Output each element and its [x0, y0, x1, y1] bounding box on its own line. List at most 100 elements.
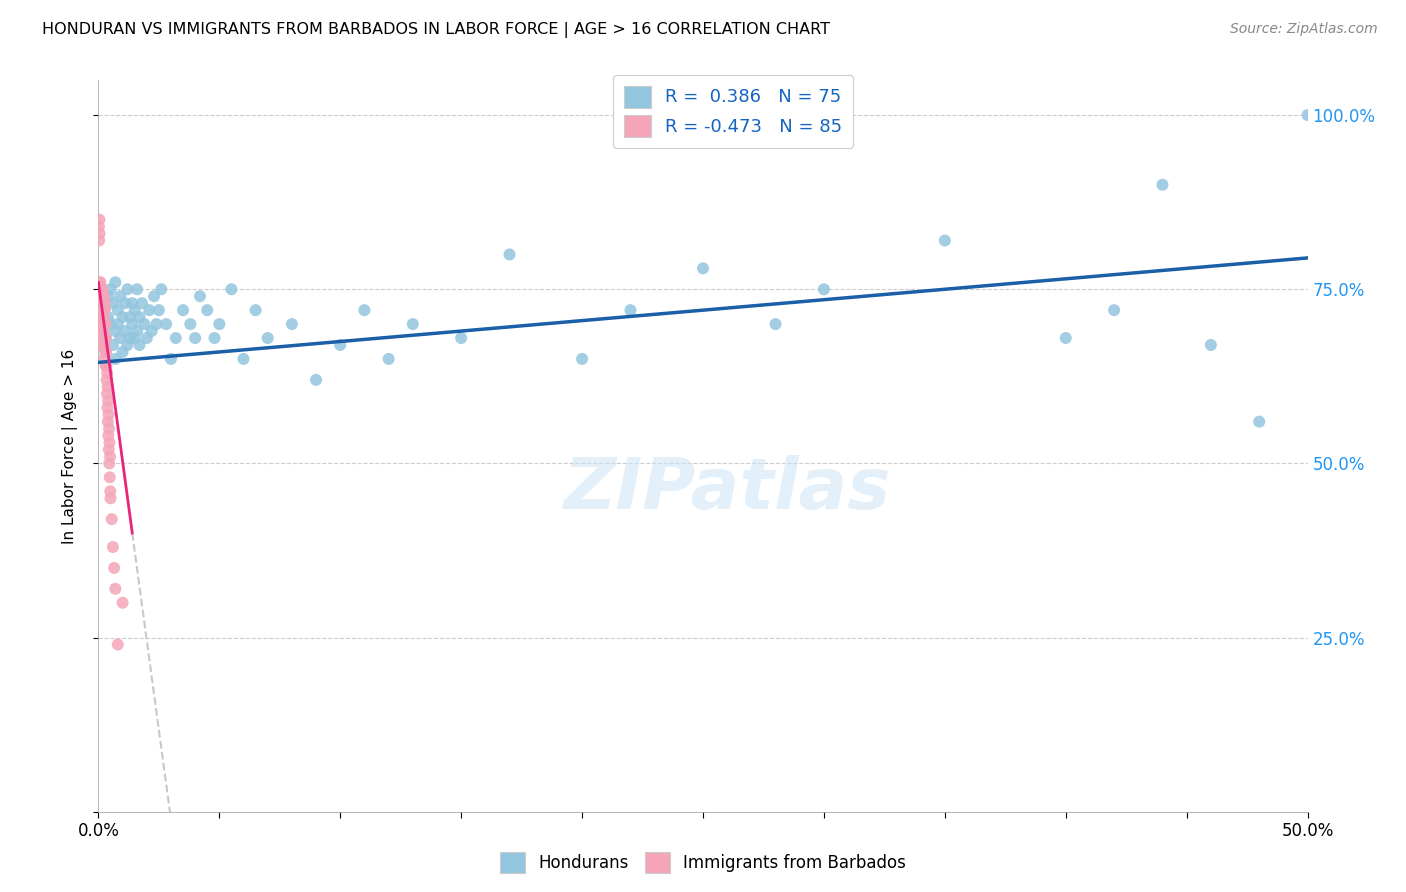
Point	[93, 303, 115, 318]
Point	[103, 561, 125, 575]
Point	[97, 408, 120, 422]
Point	[90, 324, 112, 338]
Point	[89, 296, 111, 310]
Point	[184, 331, 207, 345]
Point	[107, 317, 129, 331]
Point	[89, 282, 111, 296]
Point	[813, 282, 835, 296]
Point	[134, 317, 156, 331]
Point	[143, 289, 166, 303]
Point	[104, 582, 127, 596]
Point	[91, 303, 114, 318]
Point	[100, 282, 122, 296]
Point	[93, 317, 115, 331]
Point	[93, 303, 115, 318]
Point	[90, 289, 112, 303]
Point	[131, 296, 153, 310]
Point	[93, 324, 115, 338]
Point	[107, 303, 129, 318]
Point	[89, 289, 111, 303]
Point	[89, 303, 111, 318]
Point	[118, 310, 141, 325]
Point	[765, 317, 787, 331]
Point	[104, 351, 127, 366]
Point	[619, 303, 641, 318]
Point	[281, 317, 304, 331]
Point	[97, 380, 120, 394]
Point	[1296, 108, 1319, 122]
Point	[305, 373, 328, 387]
Point	[89, 289, 111, 303]
Point	[89, 317, 111, 331]
Point	[245, 303, 267, 318]
Point	[96, 359, 118, 373]
Point	[94, 345, 117, 359]
Point	[89, 275, 111, 289]
Y-axis label: In Labor Force | Age > 16: In Labor Force | Age > 16	[62, 349, 77, 543]
Point	[179, 317, 201, 331]
Point	[256, 331, 278, 345]
Point	[91, 303, 114, 318]
Point	[96, 401, 118, 415]
Point	[89, 331, 111, 345]
Point	[98, 450, 121, 464]
Point	[329, 338, 352, 352]
Point	[117, 282, 139, 296]
Point	[121, 296, 143, 310]
Point	[98, 421, 121, 435]
Point	[148, 303, 170, 318]
Point	[97, 415, 120, 429]
Point	[127, 282, 149, 296]
Point	[90, 303, 112, 318]
Point	[98, 470, 121, 484]
Point	[128, 310, 150, 325]
Point	[90, 324, 112, 338]
Point	[450, 331, 472, 345]
Text: Source: ZipAtlas.com: Source: ZipAtlas.com	[1230, 22, 1378, 37]
Point	[93, 338, 115, 352]
Point	[91, 296, 114, 310]
Point	[91, 282, 114, 296]
Text: HONDURAN VS IMMIGRANTS FROM BARBADOS IN LABOR FORCE | AGE > 16 CORRELATION CHART: HONDURAN VS IMMIGRANTS FROM BARBADOS IN …	[42, 22, 830, 38]
Point	[91, 310, 114, 325]
Point	[1199, 338, 1222, 352]
Point	[87, 219, 110, 234]
Point	[91, 317, 114, 331]
Point	[89, 310, 111, 325]
Point	[165, 331, 187, 345]
Point	[188, 289, 211, 303]
Point	[93, 310, 115, 325]
Point	[101, 540, 124, 554]
Point	[150, 282, 173, 296]
Point	[692, 261, 714, 276]
Point	[208, 317, 231, 331]
Point	[98, 457, 121, 471]
Point	[90, 296, 112, 310]
Point	[97, 289, 120, 303]
Point	[100, 317, 122, 331]
Point	[90, 289, 112, 303]
Point	[377, 351, 399, 366]
Point	[353, 303, 375, 318]
Point	[90, 324, 112, 338]
Point	[94, 317, 117, 331]
Point	[89, 317, 111, 331]
Point	[118, 331, 141, 345]
Point	[108, 331, 131, 345]
Text: ZIPatlas: ZIPatlas	[564, 456, 891, 524]
Point	[101, 338, 124, 352]
Point	[172, 303, 194, 318]
Point	[160, 351, 183, 366]
Point	[90, 317, 112, 331]
Point	[90, 282, 112, 296]
Point	[93, 331, 115, 345]
Point	[1054, 331, 1077, 345]
Point	[934, 234, 956, 248]
Point	[97, 393, 120, 408]
Point	[111, 345, 134, 359]
Point	[89, 310, 111, 325]
Point	[94, 331, 117, 345]
Point	[90, 296, 112, 310]
Point	[89, 227, 111, 241]
Point	[93, 351, 115, 366]
